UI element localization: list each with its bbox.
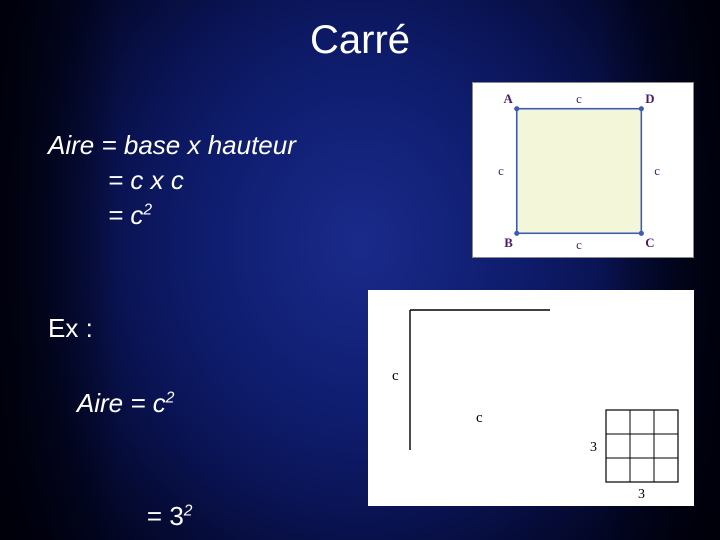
svg-text:C: C: [645, 236, 654, 250]
formula-line-2: = c x c: [48, 163, 296, 198]
diagram-example-sketch: c c 3 3: [368, 290, 694, 506]
formula-block: Aire = base x hauteur = c x c = c2: [48, 128, 296, 233]
svg-text:3: 3: [590, 440, 597, 455]
ex-line-2: = 32: [48, 461, 234, 540]
ex-line-1: Aire = c2: [48, 348, 234, 461]
svg-text:3: 3: [638, 487, 645, 502]
svg-text:c: c: [498, 164, 504, 178]
slide-title: Carré: [0, 18, 720, 63]
formula-line-3: = c2: [48, 198, 296, 233]
svg-text:B: B: [504, 236, 513, 250]
svg-text:D: D: [645, 92, 654, 106]
formula-line-3-exp: 2: [143, 202, 152, 219]
svg-text:c: c: [392, 368, 399, 384]
svg-text:c: c: [576, 238, 582, 252]
ex-r1-eq: = c: [123, 388, 166, 418]
example-block: Ex : Aire = c2 = 32 = 9 cm2: [48, 310, 234, 540]
svg-text:c: c: [654, 164, 660, 178]
formula-line-1: Aire = base x hauteur: [48, 128, 296, 163]
svg-text:c: c: [576, 92, 582, 106]
svg-text:c: c: [476, 410, 483, 426]
formula-line-3-base: = c: [108, 200, 143, 230]
ex-aire-label: Aire: [77, 388, 123, 418]
ex-r2-eq: = 3: [147, 501, 184, 531]
diagram-labeled-square: A D B Cc c c c: [472, 82, 694, 258]
ex-r1-exp: 2: [166, 390, 175, 407]
ex-label: Ex :: [48, 310, 234, 348]
ex-r2-exp: 2: [184, 503, 193, 520]
svg-text:A: A: [504, 92, 514, 106]
